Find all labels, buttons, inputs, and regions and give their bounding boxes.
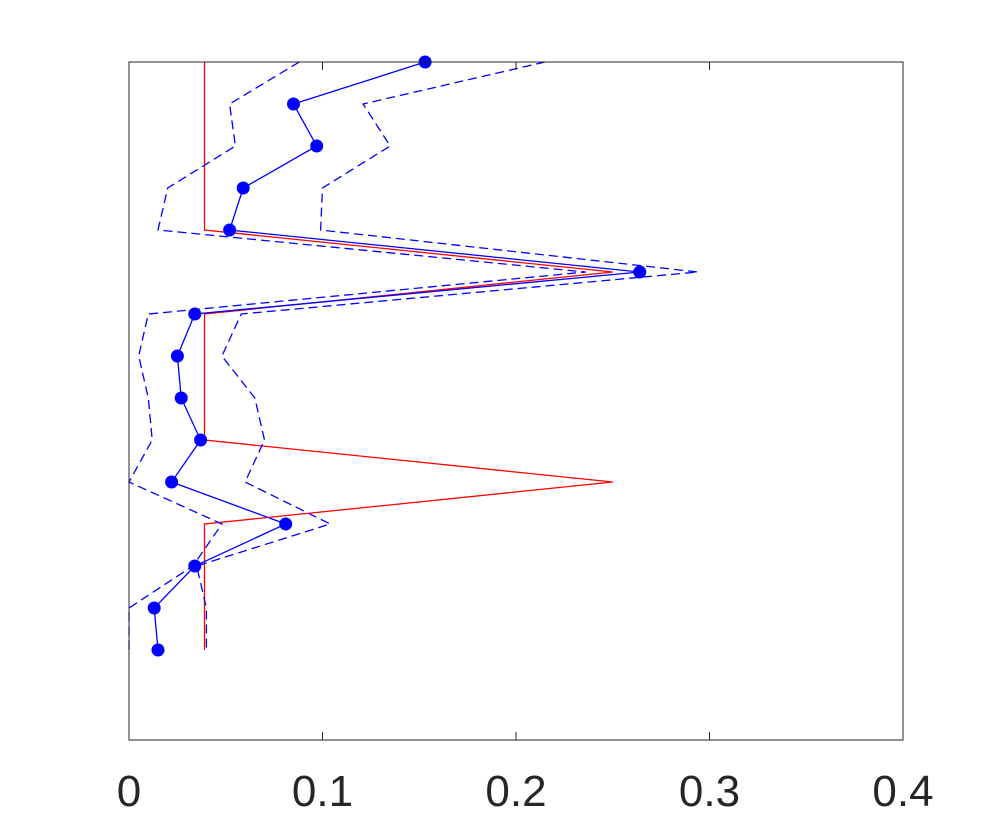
data-point [287, 97, 300, 111]
data-point [236, 181, 250, 195]
data-point [170, 349, 184, 363]
x-tick-label: 0.1 [292, 767, 353, 816]
x-tick-label: 0.3 [679, 767, 740, 816]
x-tick-label: 0.2 [485, 767, 546, 816]
data-point [633, 265, 647, 279]
plot-background [129, 62, 903, 740]
series-line-upper-band [195, 61, 698, 650]
series-line-lower-band [128, 61, 586, 650]
data-point [174, 391, 188, 405]
data-point [188, 559, 202, 573]
data-point [310, 139, 324, 153]
series-line-true-value [203, 62, 613, 650]
x-tick-label: 0 [117, 767, 141, 816]
data-point [188, 307, 202, 321]
data-point [279, 517, 293, 531]
data-point [194, 433, 208, 447]
series-layer [128, 55, 698, 657]
data-point [223, 223, 237, 237]
data-point [147, 601, 161, 615]
x-tick-label: 0.4 [872, 767, 933, 816]
data-point [165, 475, 179, 489]
data-point [151, 643, 165, 657]
x-axis: 0 0.1 0.2 0.3 0.4 [117, 62, 934, 816]
